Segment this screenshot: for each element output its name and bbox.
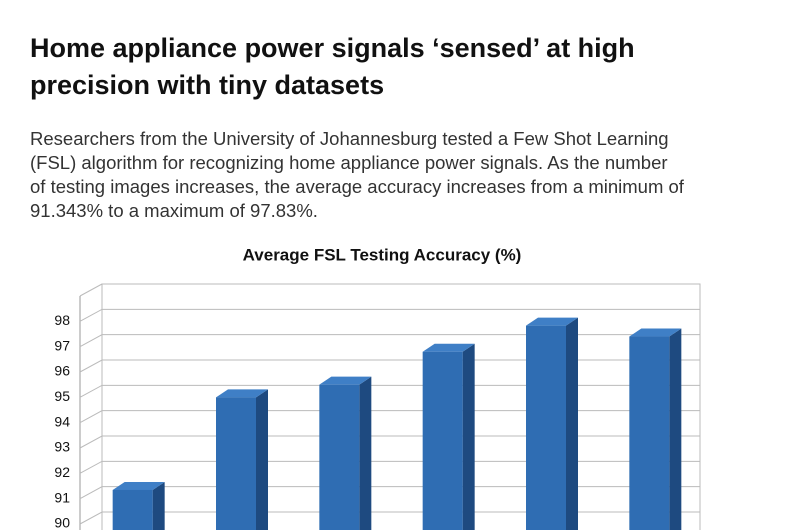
y-tick-label: 92	[54, 464, 70, 480]
grid-line	[79, 460, 700, 474]
bar	[422, 351, 463, 530]
bar	[629, 336, 670, 530]
grid-line	[79, 308, 700, 322]
bar-top	[319, 376, 372, 385]
bar-top	[422, 343, 475, 352]
bar-top	[216, 389, 268, 398]
bar-side	[256, 389, 268, 530]
bar	[319, 384, 360, 530]
bar-side	[152, 481, 165, 530]
subtitle: Researchers from the University of Johan…	[30, 128, 669, 149]
y-tick-label: 96	[54, 363, 70, 379]
bar	[216, 397, 256, 530]
y-tick-label: 90	[54, 515, 70, 530]
grid-line	[79, 435, 700, 449]
bar-top	[526, 317, 578, 326]
side-wall	[79, 283, 103, 297]
grid-line	[79, 384, 700, 398]
subtitle: of testing images increases, the average…	[30, 176, 685, 197]
grid-line	[79, 334, 700, 348]
bar-side	[462, 343, 475, 530]
bar-side	[359, 376, 372, 530]
bar-top	[629, 328, 682, 337]
headline: Home appliance power signals ‘sensed’ at…	[30, 33, 635, 63]
y-tick-label: 97	[54, 337, 70, 353]
headline: precision with tiny datasets	[30, 70, 384, 100]
y-tick-label: 95	[54, 388, 70, 404]
subtitle: 91.343% to a maximum of 97.83%.	[30, 200, 318, 221]
grid-line	[79, 486, 700, 500]
bar-top	[112, 481, 165, 490]
bar-side	[669, 328, 682, 530]
y-tick-label: 94	[54, 413, 70, 429]
grid-line	[79, 511, 700, 525]
grid-line	[79, 410, 700, 424]
y-tick-label: 98	[54, 312, 70, 328]
bar	[526, 325, 566, 530]
back-wall	[101, 283, 701, 530]
grid-line	[79, 359, 700, 373]
chart-title: Average FSL Testing Accuracy (%)	[243, 245, 522, 264]
y-tick-label: 93	[54, 439, 70, 455]
subtitle: (FSL) algorithm for recognizing home app…	[30, 152, 668, 173]
bar	[112, 489, 153, 530]
bar-side	[566, 317, 578, 530]
y-tick-label: 91	[54, 489, 70, 505]
